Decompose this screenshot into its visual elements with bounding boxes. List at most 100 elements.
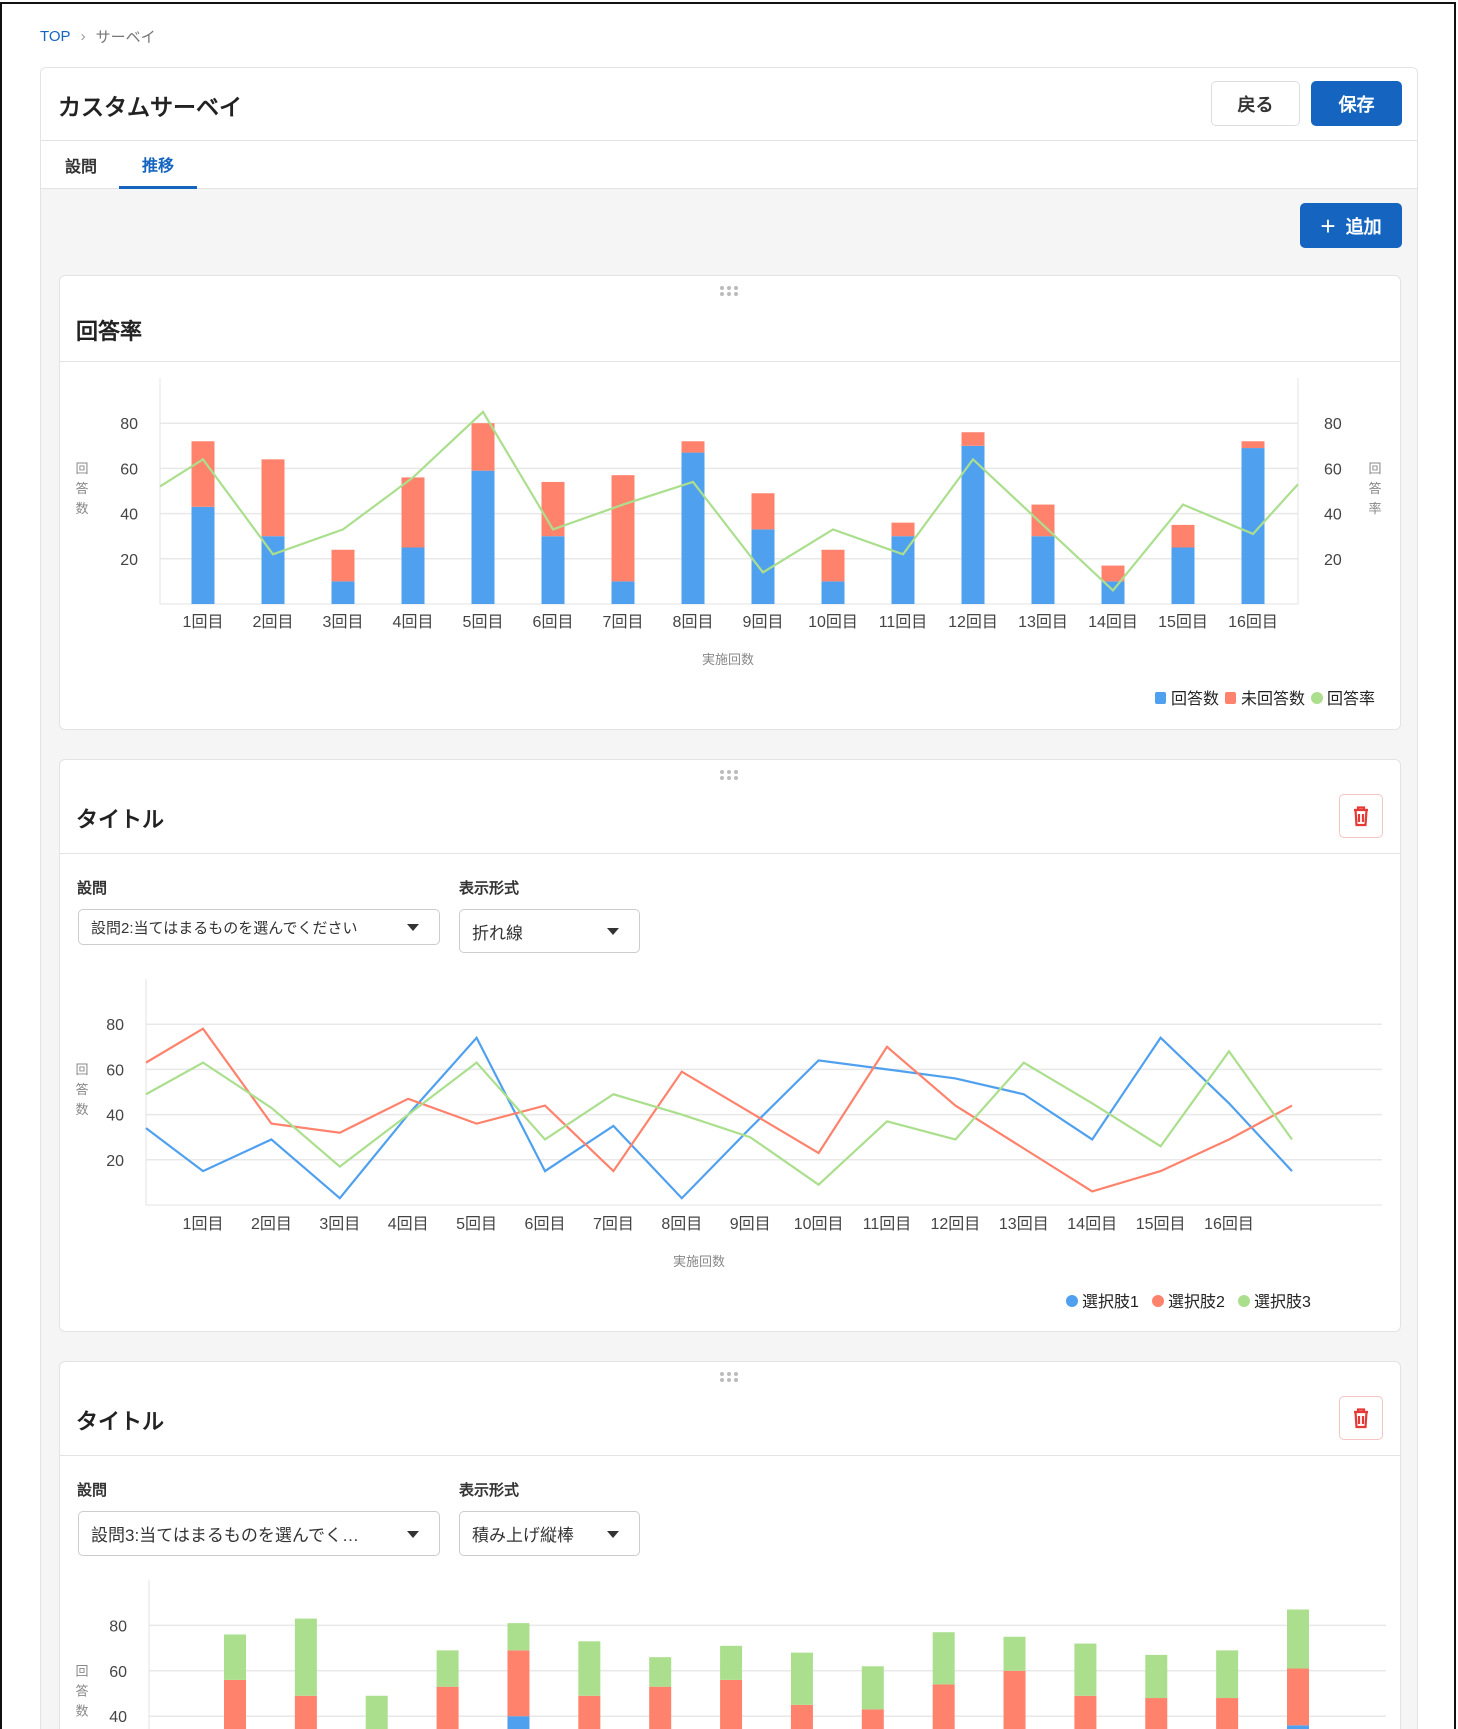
bar-segment xyxy=(790,1652,813,1705)
legend-marker xyxy=(1152,1295,1164,1307)
plus-icon: + xyxy=(1320,210,1336,241)
x-tick-label: 1回目 xyxy=(183,614,224,631)
x-tick-label: 6回目 xyxy=(533,614,574,631)
x-tick-label: 7回目 xyxy=(603,614,644,631)
x-tick-label: 8回目 xyxy=(673,614,714,631)
bar-segment xyxy=(961,432,985,446)
bar-segment xyxy=(1145,1654,1168,1699)
bar-segment xyxy=(611,475,635,582)
x-tick-label: 14回目 xyxy=(1088,614,1138,631)
y2-tick-label: 40 xyxy=(1324,507,1342,524)
y-tick-label: 60 xyxy=(120,461,138,478)
bar-segment xyxy=(1216,1698,1239,1729)
y-tick-label: 20 xyxy=(120,552,138,569)
y-axis-title: 回 xyxy=(75,461,88,476)
chevron-right-icon: › xyxy=(80,28,86,45)
bar-segment xyxy=(649,1657,672,1687)
x-tick-label: 13回目 xyxy=(999,1216,1049,1233)
y2-axis-title: 答 xyxy=(1368,481,1381,496)
breadcrumb-top-link[interactable]: TOP xyxy=(40,28,71,45)
y-axis-title: 答 xyxy=(75,1082,88,1097)
y2-axis-title: 回 xyxy=(1368,461,1381,476)
drag-handle-icon[interactable] xyxy=(720,1372,740,1384)
y-axis-title: 回 xyxy=(75,1664,88,1679)
delete-button[interactable] xyxy=(1339,1396,1383,1440)
bar-segment xyxy=(224,1679,246,1729)
legend-marker xyxy=(1066,1295,1078,1307)
survey-panel: カスタムサーベイ 戻る 保存 設問 推移 + 追加 回答率 タイトル 設問 表示… xyxy=(40,67,1418,1729)
delete-button[interactable] xyxy=(1339,794,1383,838)
drag-handle-icon[interactable] xyxy=(720,286,740,298)
series-line xyxy=(159,410,1299,593)
format-label: 表示形式 xyxy=(459,1482,520,1499)
bar-segment xyxy=(401,547,425,604)
legend-marker xyxy=(1311,692,1323,704)
bar-segment xyxy=(720,1679,743,1729)
x-tick-label: 12回目 xyxy=(948,614,998,631)
bar-segment xyxy=(861,1666,884,1710)
drag-handle-icon[interactable] xyxy=(720,770,740,782)
card-title: 回答率 xyxy=(76,319,143,344)
bar-segment xyxy=(261,459,285,537)
x-tick-label: 10回目 xyxy=(808,614,858,631)
bar-segment xyxy=(578,1641,601,1696)
y-axis-title: 数 xyxy=(75,1704,88,1719)
bar-segment xyxy=(294,1695,317,1729)
tab-bar: 設問 推移 xyxy=(41,141,1417,189)
y2-axis-title: 率 xyxy=(1368,501,1381,516)
y-tick-label: 80 xyxy=(120,416,138,433)
bar-segment xyxy=(1003,1670,1026,1729)
x-tick-label: 11回目 xyxy=(863,1216,912,1233)
x-tick-label: 9回目 xyxy=(730,1216,771,1233)
breadcrumb: TOP › サーベイ xyxy=(40,26,156,47)
back-button[interactable]: 戻る xyxy=(1211,81,1300,126)
y-axis-title: 答 xyxy=(75,481,88,496)
x-tick-label: 13回目 xyxy=(1018,614,1068,631)
bar-segment xyxy=(1003,1636,1026,1671)
x-tick-label: 2回目 xyxy=(251,1216,292,1233)
y-tick-label: 20 xyxy=(106,1153,124,1170)
question-select[interactable]: 設問2:当てはまるものを選んでください xyxy=(78,909,440,945)
bar-segment xyxy=(471,423,495,471)
format-select-value: 折れ線 xyxy=(472,923,523,943)
caret-down-icon xyxy=(407,924,419,931)
y-tick-label: 40 xyxy=(109,1709,127,1726)
tab-questions[interactable]: 設問 xyxy=(64,159,97,176)
x-tick-label: 15回目 xyxy=(1136,1216,1186,1233)
format-select[interactable]: 積み上げ縦棒 xyxy=(459,1511,640,1556)
card-title: タイトル xyxy=(76,1409,165,1434)
format-label: 表示形式 xyxy=(459,880,520,897)
y-axis-title: 回 xyxy=(75,1062,88,1077)
legend-label: 回答数 xyxy=(1171,690,1219,708)
add-button[interactable]: + 追加 xyxy=(1300,203,1402,248)
bar-segment xyxy=(541,481,565,537)
bar-segment xyxy=(331,581,355,604)
x-tick-label: 15回目 xyxy=(1158,614,1208,631)
bar-segment xyxy=(1287,1609,1309,1669)
tab-trend[interactable]: 推移 xyxy=(119,141,197,189)
x-tick-label: 11回目 xyxy=(879,614,928,631)
legend-label: 選択肢1 xyxy=(1082,1293,1139,1311)
question-select[interactable]: 設問3:当てはまるものを選んでく… xyxy=(78,1511,440,1556)
bar-segment xyxy=(720,1645,743,1680)
x-tick-label: 16回目 xyxy=(1204,1216,1254,1233)
bar-segment xyxy=(1074,1643,1097,1696)
y-tick-label: 60 xyxy=(106,1062,124,1079)
y2-tick-label: 60 xyxy=(1324,461,1342,478)
page-title: カスタムサーベイ xyxy=(58,94,242,120)
series-line xyxy=(145,1049,1293,1187)
format-select[interactable]: 折れ線 xyxy=(459,909,640,953)
x-tick-label: 16回目 xyxy=(1228,614,1278,631)
x-tick-label: 10回目 xyxy=(794,1216,844,1233)
question-label: 設問 xyxy=(77,880,108,897)
x-tick-label: 4回目 xyxy=(388,1216,429,1233)
save-button[interactable]: 保存 xyxy=(1311,81,1402,126)
x-tick-label: 3回目 xyxy=(319,1216,360,1233)
divider xyxy=(60,853,1400,854)
caret-down-icon xyxy=(607,1530,619,1538)
x-axis-title: 実施回数 xyxy=(673,1254,725,1269)
bar-segment xyxy=(891,522,915,537)
bar-segment xyxy=(1101,565,1125,582)
question-label: 設問 xyxy=(77,1482,108,1499)
